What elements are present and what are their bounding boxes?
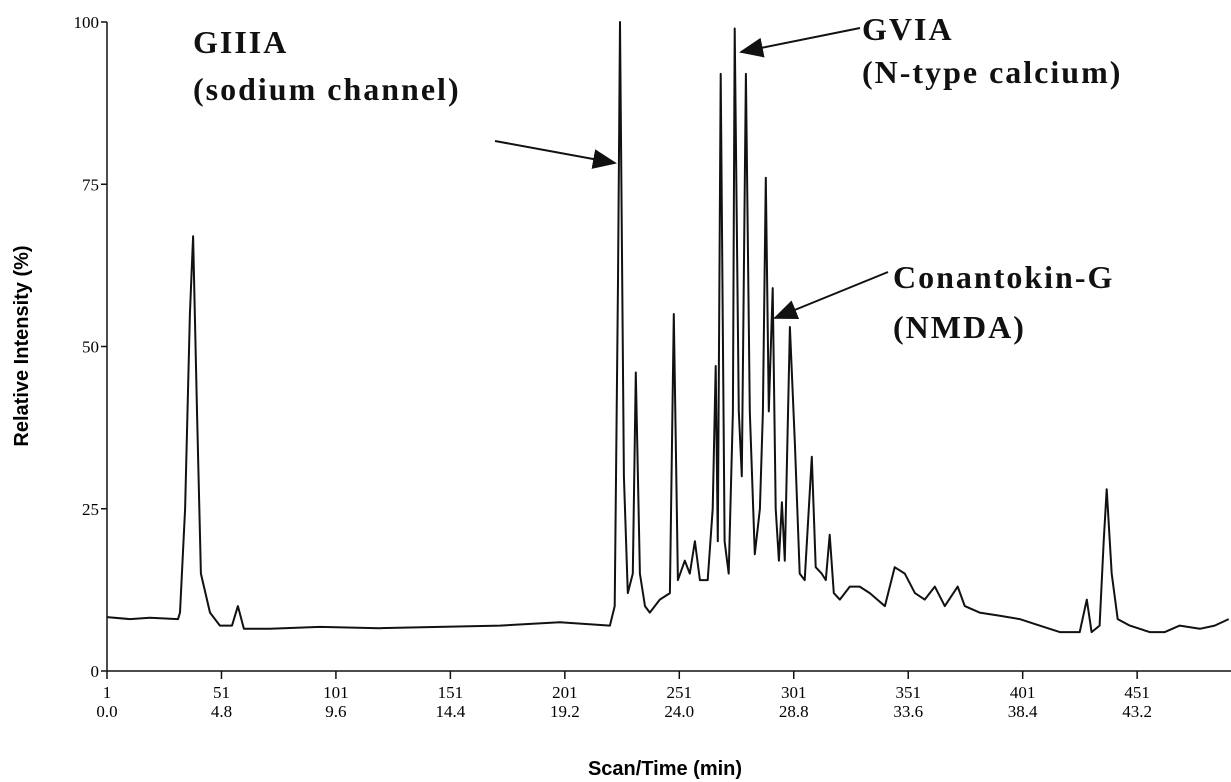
annotation: Conantokin-G: [893, 259, 1114, 295]
x-tick-time: 33.6: [893, 702, 923, 721]
y-tick-label: 25: [82, 500, 99, 519]
x-tick-label: 101: [323, 683, 349, 702]
x-tick-time: 28.8: [779, 702, 809, 721]
arrow: [494, 140, 617, 169]
x-tick-label: 351: [895, 683, 921, 702]
x-tick-label: 51: [213, 683, 230, 702]
x-tick-label: 1: [103, 683, 112, 702]
arrow: [739, 27, 861, 58]
annotation: GVIA: [862, 11, 954, 47]
x-tick-label: 151: [438, 683, 464, 702]
x-axis-label: Scan/Time (min): [588, 758, 742, 780]
x-tick-label: 301: [781, 683, 807, 702]
y-tick-label: 75: [82, 175, 99, 194]
x-tick-label: 251: [667, 683, 693, 702]
x-tick-time: 4.8: [211, 702, 232, 721]
x-tick-label: 401: [1010, 683, 1036, 702]
x-tick-time: 9.6: [325, 702, 346, 721]
line: [106, 21, 1230, 634]
y-tick-label: 100: [74, 13, 100, 32]
annotation: (NMDA): [893, 309, 1026, 345]
x-tick-time: 14.4: [436, 702, 466, 721]
x-tick-time: 38.4: [1008, 702, 1038, 721]
annotation: GIIIA: [193, 24, 288, 60]
x-tick-time: 24.0: [664, 702, 694, 721]
y-axis-label: Relative Intensity (%): [11, 245, 33, 446]
x-tick-time: 19.2: [550, 702, 580, 721]
x-tick-time: 43.2: [1122, 702, 1152, 721]
x-tick-label: 201: [552, 683, 578, 702]
annotation: (N-type calcium): [862, 54, 1122, 90]
y-tick-label: 50: [82, 338, 99, 357]
x-tick-time: 0.0: [96, 702, 117, 721]
arrow: [773, 271, 889, 319]
annotation: (sodium channel): [193, 71, 461, 107]
x-tick-label: 451: [1124, 683, 1150, 702]
y-tick-label: 0: [91, 662, 100, 681]
